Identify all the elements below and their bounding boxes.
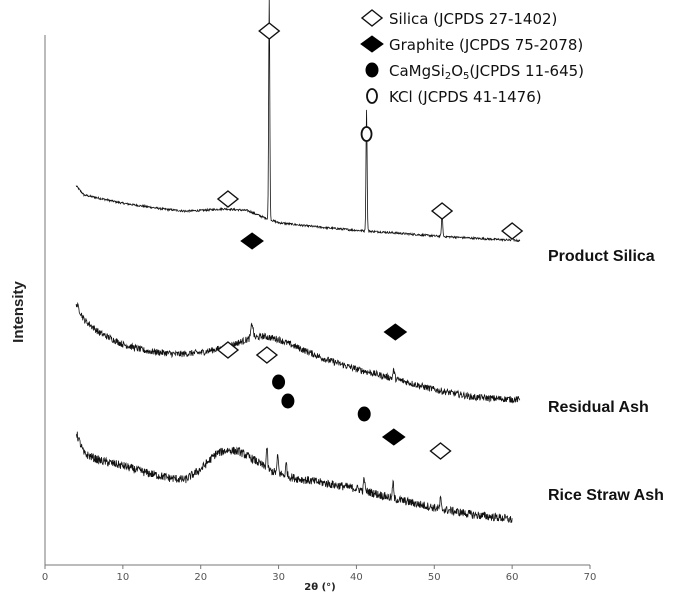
legend-entry-2-text_end: (JCPDS 11-645) [469, 62, 584, 80]
marker-filled-circle-rice-straw-ash-11 [357, 406, 371, 422]
x-tick-label-30: 30 [272, 572, 285, 583]
marker-open-diamond-rice-straw-ash-8 [255, 346, 279, 364]
x-tick-label-10: 10 [116, 572, 129, 583]
legend-entry-3: KCl (JCPDS 41-1476) [389, 88, 542, 106]
legend-marker-filled-circle [365, 62, 379, 78]
legend-entry-2: CaMgSi2O5(JCPDS 11-645) [389, 62, 584, 82]
legend-marker-open-circle [366, 88, 378, 104]
legend-entry-1: Graphite (JCPDS 75-2078) [389, 36, 583, 54]
marker-filled-circle-rice-straw-ash-9 [272, 374, 286, 390]
marker-open-diamond-product-silica-0 [216, 190, 240, 208]
series-label-residual-ash: Residual Ash [548, 399, 649, 416]
marker-open-diamond-rice-straw-ash-13 [429, 442, 452, 460]
marker-filled-circle-rice-straw-ash-10 [281, 393, 295, 409]
x-tick-label-0: 0 [42, 572, 48, 583]
series-line-product-silica [75, 0, 521, 243]
legend-entry-2-text_main: CaMgSi [389, 62, 445, 80]
phase-markers [216, 22, 524, 460]
legend: Silica (JCPDS 27-1402) Graphite (JCPDS 75… [360, 9, 584, 106]
x-tick-label-70: 70 [584, 572, 597, 583]
series-label-product-silica: Product Silica [548, 248, 655, 265]
legend-entry-2-text_mid: O [451, 62, 463, 80]
legend-marker-open-diamond [360, 9, 384, 27]
legend-marker-filled-diamond [360, 35, 384, 53]
series-labels: Product Silica Residual Ash Rice Straw Ash [548, 248, 664, 504]
marker-filled-diamond-residual-ash-6 [383, 323, 408, 341]
marker-open-diamond-product-silica-3 [430, 202, 454, 220]
series-lines [75, 0, 521, 523]
x-axis-title: 2θ (°) [304, 582, 335, 593]
series-label-rice-straw-ash: Rice Straw Ash [548, 487, 664, 504]
marker-open-circle-product-silica-2 [360, 126, 373, 142]
x-tick-label-20: 20 [194, 572, 207, 583]
x-tick-label-60: 60 [506, 572, 519, 583]
x-ticks: 0 10 20 30 40 50 60 70 [42, 565, 597, 583]
y-axis-title: Intensity [10, 281, 27, 343]
marker-open-diamond-product-silica-4 [501, 222, 524, 240]
axes [44, 35, 590, 566]
marker-open-diamond-rice-straw-ash-7 [216, 341, 240, 359]
legend-entry-0: Silica (JCPDS 27-1402) [389, 10, 557, 28]
x-tick-label-50: 50 [428, 572, 441, 583]
x-tick-label-40: 40 [350, 572, 363, 583]
series-line-residual-ash [75, 301, 521, 404]
series-line-rice-straw-ash [75, 431, 513, 523]
legend-entry-2-sub2: 5 [463, 71, 469, 82]
marker-filled-diamond-residual-ash-5 [240, 232, 264, 250]
marker-filled-diamond-rice-straw-ash-12 [381, 428, 406, 446]
marker-open-diamond-product-silica-1 [258, 22, 281, 40]
legend-entry-2-sub1: 2 [445, 71, 451, 82]
